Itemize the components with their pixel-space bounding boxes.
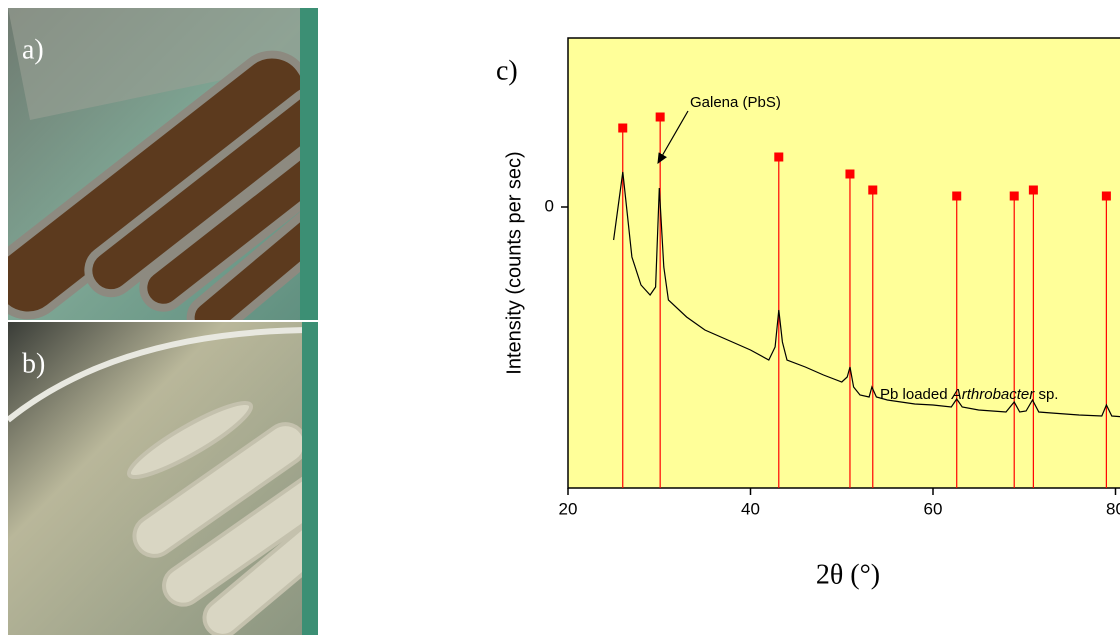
data-line xyxy=(613,171,1120,418)
annotation-part: Pb loaded xyxy=(880,386,952,403)
x-tick-label: 80 xyxy=(1106,499,1120,518)
panel-label: a) xyxy=(22,34,44,65)
x-tick-label: 60 xyxy=(924,499,943,518)
chart: c) Intensity (counts per sec) 2θ (°) 20 4… xyxy=(496,37,1120,590)
x-axis-label: 2θ (°) xyxy=(816,559,880,590)
annotation-arrow xyxy=(657,110,689,165)
reference-marker xyxy=(952,191,962,201)
reference-marker xyxy=(774,152,784,162)
photo-b xyxy=(8,322,318,635)
annotation-part: Arthrobacter xyxy=(951,386,1036,403)
annotation: Pb loaded Arthrobacter sp. xyxy=(880,386,1058,403)
reference-marker xyxy=(1009,191,1019,201)
reference-marker xyxy=(618,123,628,133)
panel-label: b) xyxy=(22,348,45,379)
reference-marker xyxy=(1101,191,1111,201)
annotation: Galena (PbS) xyxy=(690,94,781,111)
x-tick-label: 20 xyxy=(559,499,578,518)
reference-marker xyxy=(845,169,855,179)
reference-marker xyxy=(1028,185,1038,195)
y-tick-label: 0 xyxy=(545,196,554,215)
photo-a xyxy=(8,8,318,320)
annotation-part: sp. xyxy=(1034,386,1058,403)
panel-label: c) xyxy=(496,55,518,86)
reference-marker xyxy=(655,112,665,122)
reference-marker xyxy=(868,185,878,195)
y-axis-label: Intensity (counts per sec) xyxy=(503,151,525,374)
plot-area xyxy=(567,37,1120,489)
x-tick-label: 40 xyxy=(741,499,760,518)
